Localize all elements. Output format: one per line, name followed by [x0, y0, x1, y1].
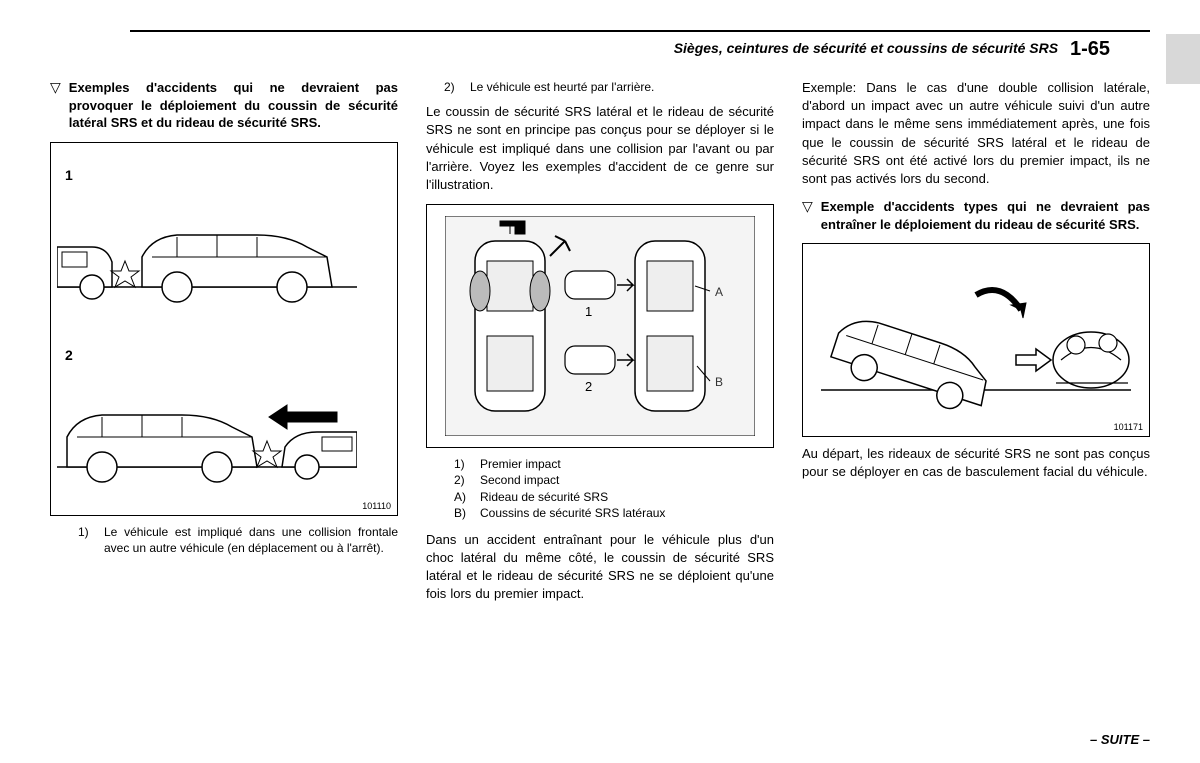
figure-number: 101110 — [362, 501, 391, 511]
footer-suite: – SUITE – — [1090, 732, 1150, 747]
page-header: Sièges, ceintures de sécurité et coussin… — [50, 38, 1150, 61]
column-1: ▽ Exemples d'accidents qui ne devraient … — [50, 79, 398, 614]
figure-rollover: 101171 — [802, 243, 1150, 437]
panel2-label: 2 — [65, 347, 391, 363]
rollover-illustration — [821, 255, 1131, 425]
frontal-collision-illustration — [57, 187, 357, 307]
col1-heading: ▽ Exemples d'accidents qui ne devraient … — [50, 79, 398, 132]
header-section: Sièges, ceintures de sécurité et coussin… — [674, 40, 1058, 56]
caption-text: Le véhicule est impliqué dans une collis… — [104, 524, 398, 556]
caption-text: Second impact — [480, 472, 559, 488]
triangle-marker-icon: ▽ — [50, 79, 61, 132]
column-3: Exemple: Dans le cas d'une double collis… — [802, 79, 1150, 614]
figure-double-impact: A B 1 2 — [426, 204, 774, 448]
svg-text:B: B — [715, 375, 723, 389]
caption-num: 2) — [444, 79, 462, 95]
svg-text:A: A — [715, 285, 723, 299]
caption-text: Coussins de sécurité SRS latéraux — [480, 505, 665, 521]
col3-heading-text: Exemple d'accidents types qui ne devraie… — [821, 198, 1150, 233]
figure-number: 101171 — [1114, 422, 1143, 432]
caption-num: 1) — [454, 456, 472, 472]
col1-heading-text: Exemples d'accidents qui ne devraient pa… — [69, 79, 398, 132]
caption-text: Le véhicule est heurté par l'arrière. — [470, 79, 654, 95]
caption-num: A) — [454, 489, 472, 505]
panel1-label: 1 — [65, 167, 391, 183]
caption-num: B) — [454, 505, 472, 521]
column-2: 2) Le véhicule est heurté par l'arrière.… — [426, 79, 774, 614]
col3-para1: Exemple: Dans le cas d'une double collis… — [802, 79, 1150, 188]
content-columns: ▽ Exemples d'accidents qui ne devraient … — [50, 79, 1150, 614]
double-impact-illustration: A B 1 2 — [445, 216, 755, 436]
caption-num: 1) — [78, 524, 96, 556]
col2-item2: 2) Le véhicule est heurté par l'arrière. — [444, 79, 774, 95]
rear-collision-illustration — [57, 367, 357, 487]
caption-text: Premier impact — [480, 456, 561, 472]
col2-caption: 1) Premier impact 2) Second impact A) Ridea… — [454, 456, 774, 521]
col3-para2: Au départ, les rideaux de sécurité SRS n… — [802, 445, 1150, 481]
caption-text: Rideau de sécurité SRS — [480, 489, 608, 505]
header-rule — [130, 30, 1150, 32]
svg-text:1: 1 — [585, 304, 592, 319]
col2-para1: Le coussin de sécurité SRS latéral et le… — [426, 103, 774, 194]
svg-text:2: 2 — [585, 379, 592, 394]
page-number: 1-65 — [1070, 38, 1110, 60]
col3-heading: ▽ Exemple d'accidents types qui ne devra… — [802, 198, 1150, 233]
col1-caption: 1) Le véhicule est impliqué dans une col… — [78, 524, 398, 556]
caption-num: 2) — [454, 472, 472, 488]
side-tab — [1166, 34, 1200, 84]
col2-para2: Dans un accident entraînant pour le véhi… — [426, 531, 774, 604]
triangle-marker-icon: ▽ — [802, 198, 813, 233]
figure-collision-front-rear: 1 — [50, 142, 398, 516]
